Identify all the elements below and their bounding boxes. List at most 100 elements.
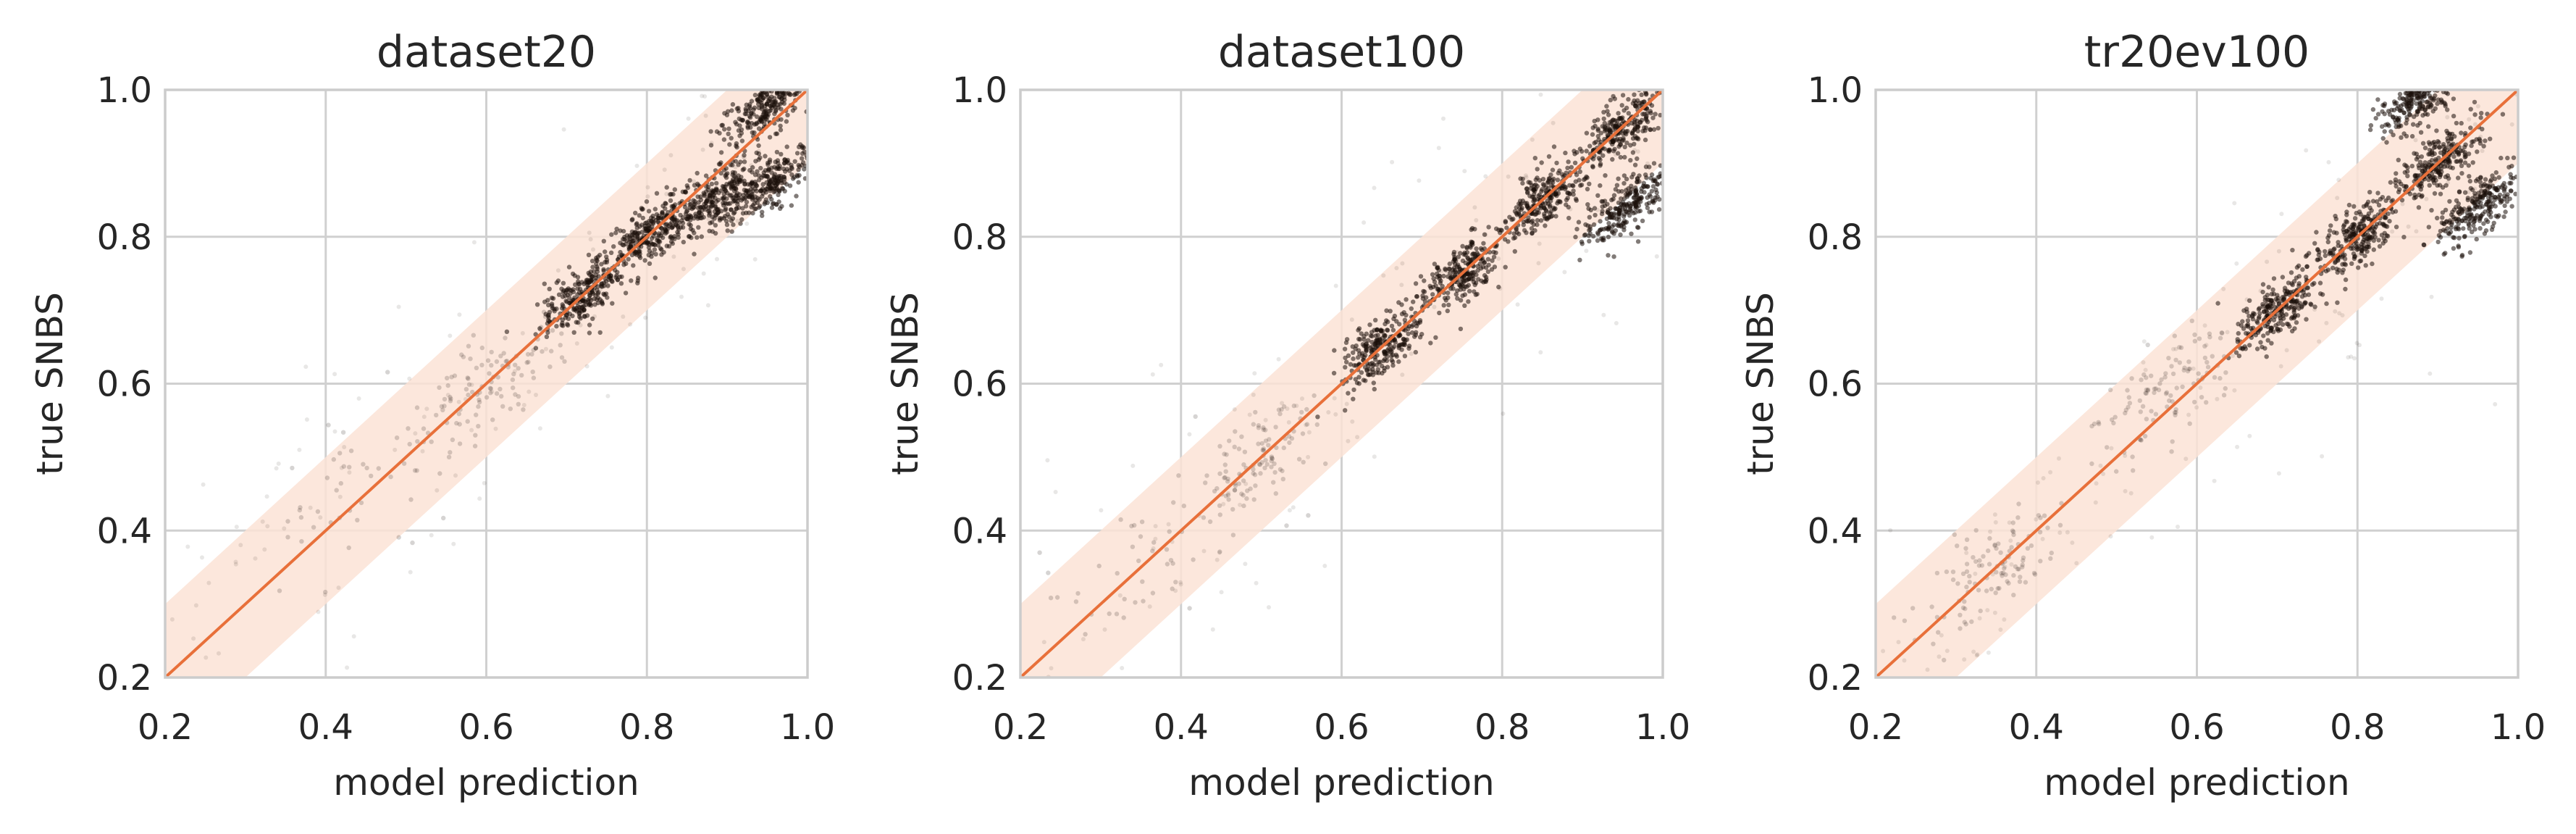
data-point — [692, 251, 697, 257]
data-point — [2493, 401, 2498, 406]
data-point — [1548, 172, 1553, 178]
data-point — [1595, 133, 1600, 139]
data-point — [1102, 627, 1107, 632]
data-point — [796, 162, 801, 168]
data-point — [1346, 353, 1351, 358]
data-point — [2232, 201, 2237, 206]
data-point — [582, 314, 587, 319]
data-point — [1447, 261, 1453, 267]
data-point — [789, 166, 794, 171]
data-point — [2459, 254, 2464, 259]
data-point — [1223, 493, 1228, 499]
data-point — [702, 192, 707, 197]
data-point — [1233, 483, 1238, 488]
data-point — [2153, 412, 2159, 417]
data-point — [594, 291, 599, 296]
data-point — [1482, 232, 1488, 237]
data-point — [1576, 220, 1582, 225]
data-point — [2144, 387, 2149, 393]
data-point — [1333, 412, 1338, 417]
data-point — [1164, 547, 1170, 552]
data-point — [1633, 100, 1638, 105]
data-point — [2409, 164, 2415, 169]
data-point — [1555, 178, 1561, 183]
data-point — [2189, 318, 2194, 323]
x-tick-label: 1.0 — [1635, 707, 1690, 748]
data-point — [1170, 586, 1175, 591]
data-point — [1469, 253, 1474, 258]
data-point — [1344, 359, 1349, 364]
data-point — [695, 170, 700, 176]
data-point — [2456, 201, 2461, 207]
data-point — [442, 404, 447, 409]
data-point — [1910, 606, 1916, 611]
data-point — [262, 547, 267, 552]
data-point — [2265, 330, 2270, 336]
data-point — [1332, 348, 1337, 353]
data-point — [2472, 99, 2478, 105]
data-point — [2351, 204, 2357, 209]
data-point — [2144, 417, 2149, 422]
data-point — [533, 346, 539, 351]
data-point — [1441, 116, 1446, 121]
data-point — [1639, 92, 1644, 97]
data-point — [1241, 478, 1246, 483]
data-point — [1582, 232, 1588, 238]
data-point — [2092, 421, 2097, 427]
data-point — [2007, 520, 2012, 525]
data-point — [441, 515, 446, 521]
data-point — [2171, 346, 2176, 351]
data-point — [699, 234, 704, 239]
data-point — [1537, 178, 1543, 183]
data-point — [1588, 207, 1593, 213]
data-point — [2126, 395, 2131, 400]
data-point — [613, 275, 618, 280]
data-point — [724, 196, 729, 201]
data-point — [355, 517, 360, 522]
data-point — [2375, 112, 2381, 117]
y-axis-label: true SNBS — [884, 292, 926, 475]
data-point — [2036, 513, 2042, 518]
data-point — [2349, 261, 2354, 266]
data-point — [1432, 262, 1438, 267]
data-point — [590, 259, 595, 264]
data-point — [1389, 323, 1395, 329]
data-point — [253, 556, 258, 561]
data-point — [1046, 570, 1051, 575]
data-point — [1622, 130, 1628, 135]
data-point — [750, 211, 755, 216]
data-point — [1606, 220, 1611, 226]
data-point — [2474, 236, 2479, 242]
data-point — [1605, 109, 1610, 114]
data-point — [1333, 283, 1338, 288]
data-point — [2271, 291, 2277, 296]
data-point — [1364, 348, 1369, 353]
data-point — [358, 500, 364, 506]
data-point — [729, 108, 734, 113]
data-point — [628, 322, 633, 327]
data-point — [2377, 243, 2383, 249]
data-point — [678, 225, 684, 230]
data-point — [1637, 104, 1642, 109]
data-point — [2435, 183, 2440, 188]
data-point — [1609, 197, 1614, 203]
data-point — [424, 406, 429, 412]
data-point — [664, 191, 669, 196]
data-point — [776, 199, 781, 204]
data-point — [2326, 159, 2331, 164]
data-point — [733, 185, 739, 191]
data-point — [1396, 300, 1401, 305]
data-point — [1226, 497, 1231, 502]
x-tick-label: 0.4 — [298, 707, 353, 748]
data-point — [637, 251, 642, 257]
data-point — [2454, 204, 2459, 209]
data-point — [1600, 235, 1606, 241]
data-point — [1619, 116, 1624, 121]
data-point — [2178, 345, 2184, 350]
data-point — [751, 112, 756, 117]
data-point — [531, 375, 537, 380]
data-point — [1400, 372, 1405, 378]
data-point — [701, 214, 706, 220]
data-point — [2312, 241, 2317, 246]
data-point — [1936, 630, 1941, 635]
